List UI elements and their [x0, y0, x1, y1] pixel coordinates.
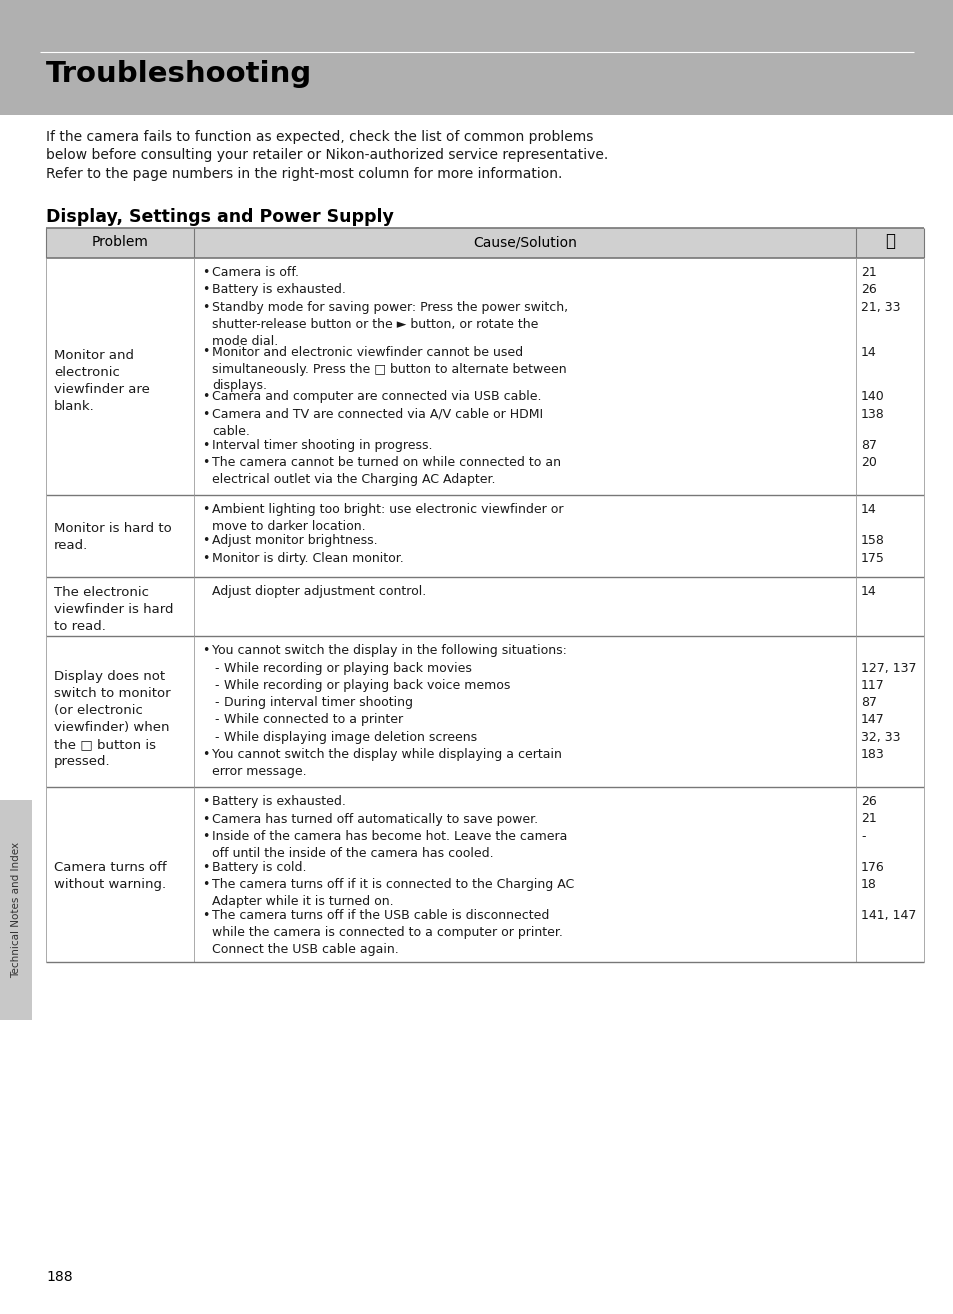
- Text: •: •: [202, 878, 209, 891]
- Text: 175: 175: [861, 552, 884, 565]
- Text: 117: 117: [861, 679, 883, 692]
- Bar: [0, 0, 953, 116]
- Text: Display, Settings and Power Supply: Display, Settings and Power Supply: [46, 208, 394, 226]
- Text: You cannot switch the display while displaying a certain
error message.: You cannot switch the display while disp…: [212, 748, 561, 778]
- Text: 21: 21: [861, 812, 876, 825]
- Text: 26: 26: [861, 795, 876, 808]
- Text: Monitor and
electronic
viewfinder are
blank.: Monitor and electronic viewfinder are bl…: [54, 350, 150, 413]
- Text: •: •: [202, 456, 209, 469]
- Text: Adjust monitor brightness.: Adjust monitor brightness.: [212, 535, 377, 548]
- Text: While recording or playing back voice memos: While recording or playing back voice me…: [224, 679, 510, 692]
- Text: •: •: [202, 909, 209, 922]
- Text: 📖: 📖: [884, 233, 894, 250]
- Text: 32, 33: 32, 33: [861, 731, 900, 744]
- Text: •: •: [202, 812, 209, 825]
- Text: 26: 26: [861, 284, 876, 296]
- Text: Inside of the camera has become hot. Leave the camera
off until the inside of th: Inside of the camera has become hot. Lea…: [212, 830, 567, 859]
- Text: •: •: [202, 407, 209, 420]
- Text: •: •: [202, 552, 209, 565]
- Text: -: -: [861, 830, 864, 842]
- Text: 87: 87: [861, 439, 876, 452]
- Text: The electronic
viewfinder is hard
to read.: The electronic viewfinder is hard to rea…: [54, 586, 173, 633]
- Text: You cannot switch the display in the following situations:: You cannot switch the display in the fol…: [212, 644, 566, 657]
- Text: During interval timer shooting: During interval timer shooting: [224, 696, 413, 710]
- Bar: [46, 787, 923, 962]
- Text: Technical Notes and Index: Technical Notes and Index: [11, 842, 21, 978]
- Text: Battery is cold.: Battery is cold.: [212, 861, 306, 874]
- Text: 183: 183: [861, 748, 883, 761]
- Text: Camera and TV are connected via A/V cable or HDMI
cable.: Camera and TV are connected via A/V cabl…: [212, 407, 542, 438]
- Text: •: •: [202, 748, 209, 761]
- Text: Display does not
switch to monitor
(or electronic
viewfinder) when
the □ button : Display does not switch to monitor (or e…: [54, 670, 171, 769]
- Text: Adjust diopter adjustment control.: Adjust diopter adjustment control.: [212, 585, 426, 598]
- Text: 127, 137: 127, 137: [861, 662, 916, 674]
- Text: 20: 20: [861, 456, 876, 469]
- Text: The camera turns off if the USB cable is disconnected
while the camera is connec: The camera turns off if the USB cable is…: [212, 909, 562, 957]
- Text: If the camera fails to function as expected, check the list of common problems
b: If the camera fails to function as expec…: [46, 130, 608, 181]
- Text: 141, 147: 141, 147: [861, 909, 916, 922]
- Text: Camera turns off
without warning.: Camera turns off without warning.: [54, 861, 167, 891]
- Text: Monitor and electronic viewfinder cannot be used
simultaneously. Press the □ but: Monitor and electronic viewfinder cannot…: [212, 346, 566, 393]
- Bar: [46, 636, 923, 787]
- Text: The camera turns off if it is connected to the Charging AC
Adapter while it is t: The camera turns off if it is connected …: [212, 878, 574, 908]
- Text: -: -: [213, 696, 218, 710]
- Text: 21: 21: [861, 265, 876, 279]
- Text: While displaying image deletion screens: While displaying image deletion screens: [224, 731, 476, 744]
- Text: Cause/Solution: Cause/Solution: [473, 235, 577, 248]
- Text: Interval timer shooting in progress.: Interval timer shooting in progress.: [212, 439, 432, 452]
- Text: While recording or playing back movies: While recording or playing back movies: [224, 662, 472, 674]
- Text: Troubleshooting: Troubleshooting: [46, 60, 312, 88]
- Text: -: -: [213, 662, 218, 674]
- Text: Battery is exhausted.: Battery is exhausted.: [212, 795, 346, 808]
- Text: -: -: [213, 714, 218, 727]
- Text: 158: 158: [861, 535, 884, 548]
- Text: •: •: [202, 861, 209, 874]
- Text: Camera has turned off automatically to save power.: Camera has turned off automatically to s…: [212, 812, 537, 825]
- Bar: [46, 577, 923, 636]
- Bar: [0, 800, 32, 1020]
- Text: 18: 18: [861, 878, 876, 891]
- Text: Problem: Problem: [91, 235, 149, 248]
- Text: •: •: [202, 503, 209, 516]
- Text: 21, 33: 21, 33: [861, 301, 900, 314]
- Text: 188: 188: [46, 1271, 72, 1284]
- Text: •: •: [202, 390, 209, 403]
- Bar: [46, 495, 923, 577]
- Text: •: •: [202, 830, 209, 842]
- Text: The camera cannot be turned on while connected to an
electrical outlet via the C: The camera cannot be turned on while con…: [212, 456, 560, 486]
- Text: Camera is off.: Camera is off.: [212, 265, 298, 279]
- Bar: [46, 229, 923, 258]
- Text: Monitor is dirty. Clean monitor.: Monitor is dirty. Clean monitor.: [212, 552, 403, 565]
- Text: Standby mode for saving power: Press the power switch,
shutter-release button or: Standby mode for saving power: Press the…: [212, 301, 568, 348]
- Text: While connected to a printer: While connected to a printer: [224, 714, 403, 727]
- Text: •: •: [202, 535, 209, 548]
- Text: 14: 14: [861, 585, 876, 598]
- Text: •: •: [202, 644, 209, 657]
- Text: -: -: [213, 731, 218, 744]
- Text: 147: 147: [861, 714, 883, 727]
- Bar: [46, 258, 923, 495]
- Text: Ambient lighting too bright: use electronic viewfinder or
move to darker locatio: Ambient lighting too bright: use electro…: [212, 503, 563, 533]
- Text: 138: 138: [861, 407, 883, 420]
- Text: Camera and computer are connected via USB cable.: Camera and computer are connected via US…: [212, 390, 541, 403]
- Text: 14: 14: [861, 503, 876, 516]
- Text: •: •: [202, 284, 209, 296]
- Text: •: •: [202, 439, 209, 452]
- Text: •: •: [202, 346, 209, 359]
- Text: •: •: [202, 265, 209, 279]
- Text: Battery is exhausted.: Battery is exhausted.: [212, 284, 346, 296]
- Text: 87: 87: [861, 696, 876, 710]
- Text: 176: 176: [861, 861, 883, 874]
- Text: •: •: [202, 795, 209, 808]
- Text: -: -: [213, 679, 218, 692]
- Text: Monitor is hard to
read.: Monitor is hard to read.: [54, 522, 172, 552]
- Text: •: •: [202, 301, 209, 314]
- Text: 14: 14: [861, 346, 876, 359]
- Text: 140: 140: [861, 390, 883, 403]
